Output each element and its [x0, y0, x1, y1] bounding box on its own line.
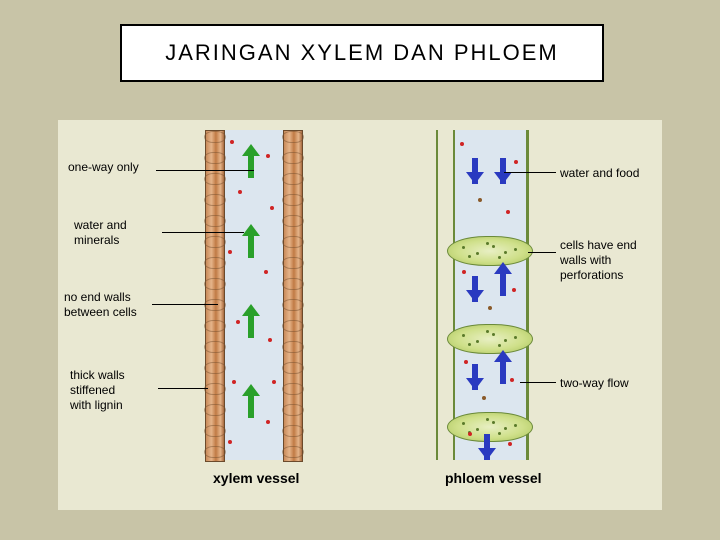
flow-arrow-down	[468, 150, 482, 184]
flow-arrow-up	[496, 350, 510, 384]
sieve-plate	[447, 324, 533, 354]
flow-arrow-up	[496, 262, 510, 296]
phloem-outer-wall	[436, 130, 438, 460]
particle-dot	[236, 320, 240, 324]
phloem-label: cells have endwalls withperforations	[560, 238, 637, 283]
particle-dot	[462, 270, 466, 274]
particle-dot	[464, 360, 468, 364]
xylem-caption: xylem vessel	[213, 470, 299, 486]
particle-dot	[508, 442, 512, 446]
particle-dot	[270, 206, 274, 210]
phloem-label: two-way flow	[560, 376, 629, 391]
flow-arrow-down	[496, 150, 510, 184]
particle-dot	[268, 338, 272, 342]
particle-dot	[510, 378, 514, 382]
particle-dot	[228, 250, 232, 254]
lignin-wall	[283, 130, 303, 462]
flow-arrow-up	[244, 304, 258, 338]
sieve-plate	[447, 236, 533, 266]
leader-line	[158, 388, 208, 389]
particle-dot	[232, 380, 236, 384]
particle-dot	[266, 154, 270, 158]
particle-dot	[238, 190, 242, 194]
flow-arrow-up	[244, 224, 258, 258]
particle-dot	[488, 306, 492, 310]
xylem-label: no end wallsbetween cells	[64, 290, 137, 320]
xylem-label: one-way only	[68, 160, 139, 175]
leader-line	[162, 232, 244, 233]
particle-dot	[482, 396, 486, 400]
particle-dot	[468, 432, 472, 436]
particle-dot	[272, 380, 276, 384]
leader-line	[504, 172, 556, 173]
particle-dot	[230, 140, 234, 144]
phloem-label: water and food	[560, 166, 639, 181]
leader-line	[528, 252, 556, 253]
particle-dot	[478, 198, 482, 202]
flow-arrow-down	[468, 268, 482, 302]
leader-line	[156, 170, 254, 171]
phloem-tube	[453, 130, 529, 460]
particle-dot	[460, 142, 464, 146]
particle-dot	[266, 420, 270, 424]
flow-arrow-down	[468, 356, 482, 390]
flow-arrow-up	[244, 384, 258, 418]
phloem-caption: phloem vessel	[445, 470, 542, 486]
xylem-label: thick wallsstiffenedwith lignin	[70, 368, 125, 413]
flow-arrow-up	[244, 144, 258, 178]
particle-dot	[506, 210, 510, 214]
xylem-label: water andminerals	[74, 218, 127, 248]
particle-dot	[514, 160, 518, 164]
particle-dot	[228, 440, 232, 444]
leader-line	[152, 304, 218, 305]
diagram-panel: one-way only water andminerals no end wall…	[58, 120, 662, 510]
leader-line	[520, 382, 556, 383]
title-box: JARINGAN XYLEM DAN PHLOEM	[120, 24, 604, 82]
lignin-wall	[205, 130, 225, 462]
phloem-outer-wall	[526, 130, 528, 460]
flow-arrow-down	[480, 426, 494, 460]
particle-dot	[512, 288, 516, 292]
particle-dot	[264, 270, 268, 274]
page-title: JARINGAN XYLEM DAN PHLOEM	[165, 40, 559, 66]
